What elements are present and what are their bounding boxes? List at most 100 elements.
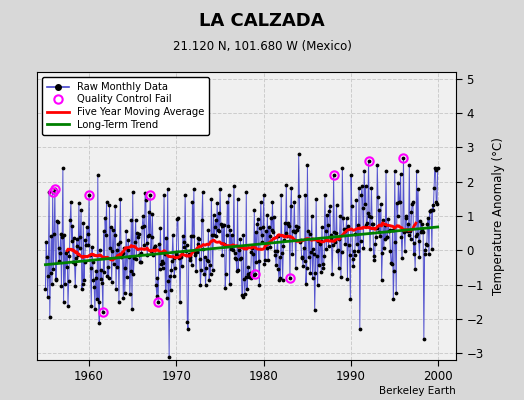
- Point: [298, 254, 306, 260]
- Point: [355, 185, 363, 192]
- Point: [257, 199, 265, 206]
- Point: [295, 192, 303, 199]
- Point: [425, 251, 433, 258]
- Point: [254, 216, 262, 222]
- Point: [186, 254, 194, 260]
- Point: [166, 273, 174, 279]
- Point: [110, 261, 118, 268]
- Point: [78, 286, 86, 292]
- Point: [347, 203, 356, 209]
- Point: [88, 243, 96, 250]
- Point: [292, 223, 301, 229]
- Point: [120, 244, 128, 251]
- Point: [227, 232, 236, 238]
- Point: [57, 283, 66, 290]
- Point: [121, 290, 129, 296]
- Point: [196, 282, 205, 288]
- Point: [324, 222, 332, 228]
- Point: [390, 268, 398, 274]
- Point: [290, 199, 299, 205]
- Point: [222, 271, 230, 277]
- Point: [373, 161, 381, 168]
- Point: [132, 217, 140, 223]
- Point: [313, 282, 322, 288]
- Point: [240, 276, 248, 282]
- Point: [372, 234, 380, 241]
- Point: [287, 185, 296, 192]
- Point: [286, 274, 294, 281]
- Point: [111, 202, 119, 209]
- Point: [191, 249, 200, 255]
- Point: [124, 236, 133, 243]
- Point: [366, 246, 374, 252]
- Point: [117, 254, 125, 261]
- Point: [173, 216, 181, 222]
- Point: [340, 226, 348, 232]
- Point: [100, 269, 108, 275]
- Point: [189, 232, 198, 239]
- Point: [270, 248, 279, 254]
- Point: [427, 207, 435, 214]
- Point: [231, 250, 239, 256]
- Point: [112, 286, 120, 292]
- Point: [364, 210, 372, 216]
- Point: [244, 264, 253, 270]
- Point: [126, 291, 134, 297]
- Point: [80, 277, 88, 283]
- Point: [269, 229, 277, 236]
- Point: [369, 221, 377, 227]
- Point: [177, 263, 185, 269]
- Point: [154, 298, 162, 305]
- Point: [131, 238, 139, 245]
- Point: [214, 210, 223, 216]
- Point: [366, 214, 375, 220]
- Point: [85, 192, 93, 199]
- Point: [145, 209, 153, 216]
- Point: [79, 220, 88, 226]
- Point: [103, 272, 112, 279]
- Point: [127, 217, 136, 224]
- Point: [251, 271, 259, 278]
- Point: [338, 165, 346, 171]
- Point: [48, 281, 56, 287]
- Point: [49, 189, 57, 195]
- Point: [159, 259, 168, 266]
- Point: [138, 224, 146, 230]
- Point: [216, 185, 224, 192]
- Point: [187, 233, 195, 240]
- Point: [429, 202, 437, 208]
- Point: [219, 222, 227, 229]
- Point: [268, 226, 276, 233]
- Point: [380, 222, 389, 228]
- Point: [93, 296, 101, 302]
- Point: [351, 252, 359, 258]
- Point: [260, 261, 269, 267]
- Point: [312, 196, 320, 202]
- Point: [156, 225, 165, 231]
- Point: [161, 288, 170, 294]
- Point: [394, 180, 402, 186]
- Point: [94, 299, 103, 305]
- Point: [271, 252, 280, 258]
- Point: [221, 285, 230, 291]
- Point: [379, 217, 387, 223]
- Point: [346, 295, 355, 302]
- Point: [335, 236, 344, 242]
- Point: [101, 215, 110, 221]
- Point: [275, 277, 283, 283]
- Point: [422, 241, 430, 248]
- Point: [294, 151, 303, 158]
- Point: [209, 267, 217, 274]
- Point: [409, 250, 418, 257]
- Point: [337, 274, 345, 280]
- Point: [411, 266, 419, 272]
- Point: [282, 182, 290, 188]
- Point: [237, 254, 245, 261]
- Point: [96, 276, 105, 282]
- Point: [102, 199, 111, 206]
- Point: [105, 202, 114, 208]
- Point: [252, 259, 260, 266]
- Point: [294, 224, 302, 230]
- Point: [134, 231, 143, 238]
- Point: [184, 326, 192, 332]
